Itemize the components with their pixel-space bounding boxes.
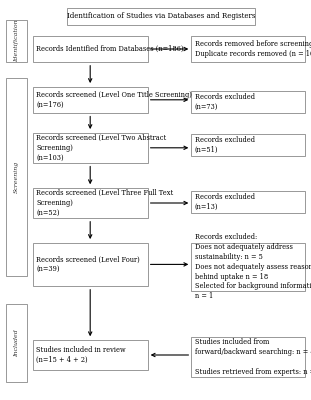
Text: Included: Included	[14, 329, 19, 357]
Text: Records excluded
(n=51): Records excluded (n=51)	[195, 136, 255, 154]
Text: Studies included from
forward/backward searching: n = 4

Studies retrieved from : Studies included from forward/backward s…	[195, 338, 311, 376]
FancyBboxPatch shape	[191, 191, 305, 213]
Text: Identification: Identification	[14, 20, 19, 62]
FancyBboxPatch shape	[33, 133, 148, 163]
FancyBboxPatch shape	[6, 78, 27, 276]
FancyBboxPatch shape	[6, 20, 27, 62]
Text: Records excluded
(n=73): Records excluded (n=73)	[195, 93, 255, 111]
FancyBboxPatch shape	[33, 188, 148, 218]
FancyBboxPatch shape	[33, 87, 148, 113]
Text: Records Identified from Databases (n=186): Records Identified from Databases (n=186…	[36, 45, 184, 53]
Text: Records excluded
(n=13): Records excluded (n=13)	[195, 193, 255, 211]
Text: Records screened (Level One Title Screening)
(n=176): Records screened (Level One Title Screen…	[36, 91, 192, 109]
FancyBboxPatch shape	[33, 340, 148, 370]
FancyBboxPatch shape	[191, 243, 305, 291]
Text: Screening: Screening	[14, 161, 19, 193]
Text: Records excluded:
Does not adequately address
sustainability: n = 5
Does not ade: Records excluded: Does not adequately ad…	[195, 233, 311, 300]
FancyBboxPatch shape	[191, 337, 305, 377]
FancyBboxPatch shape	[6, 304, 27, 382]
Text: Records screened (Level Two Abstract
Screening)
(n=103): Records screened (Level Two Abstract Scr…	[36, 134, 167, 162]
Text: Records screened (Level Three Full Text
Screening)
(n=52): Records screened (Level Three Full Text …	[36, 189, 174, 217]
Text: Records screened (Level Four)
(n=39): Records screened (Level Four) (n=39)	[36, 256, 140, 273]
FancyBboxPatch shape	[33, 243, 148, 286]
FancyBboxPatch shape	[191, 134, 305, 156]
FancyBboxPatch shape	[33, 36, 148, 62]
FancyBboxPatch shape	[191, 36, 305, 62]
FancyBboxPatch shape	[191, 91, 305, 113]
Text: Studies included in review
(n=15 + 4 + 2): Studies included in review (n=15 + 4 + 2…	[36, 346, 126, 364]
Text: Records removed before screening:
Duplicate records removed (n = 10): Records removed before screening: Duplic…	[195, 40, 311, 58]
FancyBboxPatch shape	[67, 8, 255, 25]
Text: Identification of Studies via Databases and Registers: Identification of Studies via Databases …	[67, 12, 255, 20]
